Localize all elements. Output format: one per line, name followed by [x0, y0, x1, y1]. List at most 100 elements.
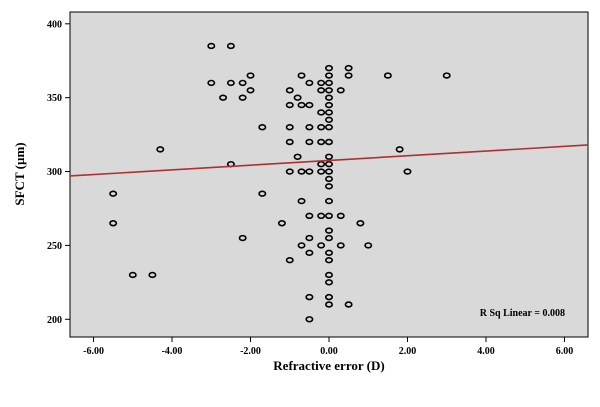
- y-tick-label: 400: [47, 19, 62, 30]
- data-point: [109, 190, 118, 197]
- data-point: [148, 271, 157, 279]
- data-point: [442, 72, 451, 79]
- data-point: [219, 94, 228, 101]
- fit-annotation: R Sq Linear = 0.008: [480, 308, 565, 319]
- data-point: [324, 227, 333, 234]
- data-point: [285, 87, 294, 94]
- data-point: [317, 160, 326, 168]
- data-point: [297, 72, 306, 79]
- data-point: [324, 87, 333, 94]
- x-tick-label: 0.00: [320, 346, 338, 357]
- data-point: [317, 87, 326, 94]
- data-point: [207, 79, 216, 87]
- data-point: [297, 168, 306, 175]
- data-point: [344, 64, 353, 72]
- data-point: [324, 160, 333, 168]
- data-point: [297, 197, 306, 205]
- data-point: [336, 242, 345, 249]
- data-point: [324, 256, 333, 264]
- data-point: [344, 301, 353, 308]
- data-point: [317, 79, 326, 87]
- data-point: [317, 242, 326, 249]
- x-axis-title: Refractive error (D): [273, 358, 384, 373]
- y-tick-label: 300: [47, 167, 62, 178]
- data-point: [324, 79, 333, 87]
- data-point: [258, 124, 267, 131]
- data-point: [344, 72, 353, 79]
- data-point: [324, 101, 333, 109]
- data-point: [285, 256, 294, 264]
- data-point: [305, 138, 314, 146]
- data-point: [238, 234, 247, 242]
- data-point: [324, 153, 333, 160]
- data-point: [324, 183, 333, 190]
- data-point: [305, 124, 314, 131]
- data-point: [324, 249, 333, 256]
- data-point: [364, 242, 373, 249]
- data-point: [285, 101, 294, 109]
- data-point: [305, 101, 314, 109]
- data-point: [324, 301, 333, 308]
- data-point: [324, 94, 333, 101]
- data-point: [324, 64, 333, 72]
- data-point: [258, 190, 267, 197]
- x-tick-label: -4.00: [162, 346, 183, 357]
- y-tick-label: 250: [47, 241, 62, 252]
- data-point: [356, 220, 365, 227]
- data-point: [324, 109, 333, 116]
- x-tick-label: 4.00: [477, 346, 495, 357]
- data-point: [324, 175, 333, 183]
- data-point: [128, 271, 137, 279]
- data-point: [238, 94, 247, 101]
- data-point: [305, 316, 314, 323]
- data-point: [324, 72, 333, 79]
- y-axis-title: SFCT (µm): [12, 142, 27, 205]
- y-tick-label: 200: [47, 315, 62, 326]
- data-point: [207, 42, 216, 50]
- data-point: [395, 146, 404, 153]
- data-point: [238, 79, 247, 87]
- data-point: [336, 87, 345, 94]
- data-point: [297, 242, 306, 249]
- data-point: [293, 153, 302, 160]
- data-point: [324, 116, 333, 124]
- data-point: [317, 138, 326, 146]
- data-point: [403, 168, 412, 175]
- data-point: [317, 124, 326, 131]
- data-point: [324, 124, 333, 131]
- x-tick-label: -6.00: [83, 346, 104, 357]
- data-point: [317, 212, 326, 220]
- data-point: [277, 220, 286, 227]
- points-layer: [109, 42, 451, 323]
- x-tick-label: -2.00: [240, 346, 261, 357]
- data-point: [324, 168, 333, 175]
- data-point: [246, 87, 255, 94]
- data-point: [109, 220, 118, 227]
- data-point: [305, 212, 314, 220]
- data-point: [336, 212, 345, 220]
- data-point: [383, 72, 392, 79]
- y-tick-label: 350: [47, 93, 62, 104]
- data-point: [324, 279, 333, 286]
- data-point: [305, 234, 314, 242]
- x-tick-label: 6.00: [556, 346, 574, 357]
- data-point: [297, 101, 306, 109]
- data-point: [246, 72, 255, 79]
- data-point: [285, 168, 294, 175]
- data-point: [293, 94, 302, 101]
- data-point: [156, 146, 165, 153]
- data-point: [324, 271, 333, 279]
- data-point: [305, 249, 314, 256]
- fit-line: [69, 144, 589, 177]
- data-point: [324, 197, 333, 205]
- data-point: [305, 293, 314, 301]
- data-point: [226, 42, 235, 50]
- data-point: [285, 124, 294, 131]
- x-tick-label: 2.00: [399, 346, 417, 357]
- data-point: [317, 168, 326, 175]
- axes-layer: -6.00 -4.00 -2.00 0.00 2.00 4.00 6.00 200 250 300…: [47, 19, 573, 357]
- data-point: [226, 79, 235, 87]
- data-point: [285, 138, 294, 146]
- data-point: [324, 138, 333, 146]
- data-point: [317, 109, 326, 116]
